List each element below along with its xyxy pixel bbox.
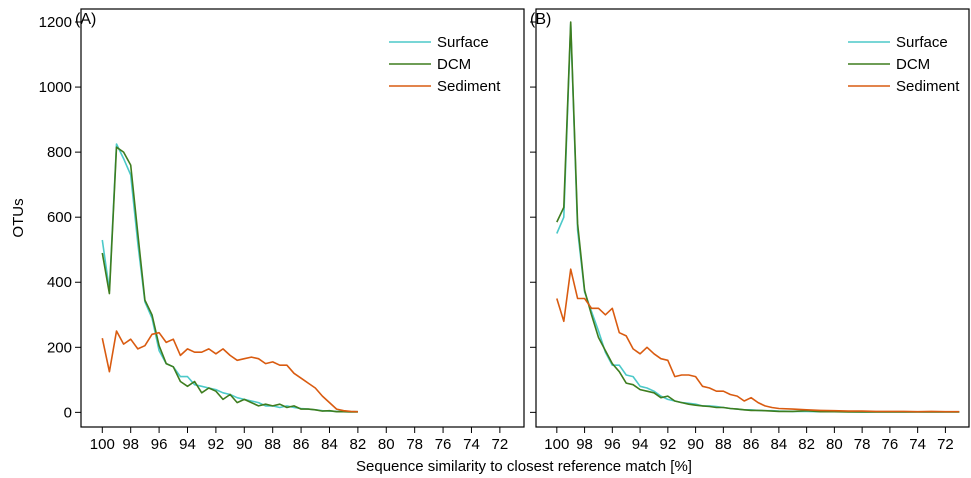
series-line-sediment-b [556,268,960,413]
y-tick-label: 600 [47,209,72,226]
x-tick-label-a: 82 [350,436,367,453]
plot-frame-b [535,8,970,428]
panel-label-a: (A) [75,11,96,28]
x-tick-label-a: 90 [236,436,253,453]
legend-label-dcm-b: DCM [896,56,930,73]
legend-a: Surface DCM Sediment [389,34,501,95]
panel-b: (B) 100 98 96 94 92 90 88 86 84 82 80 78 76 74 72 Surfac… [530,8,970,453]
legend-label-surface-a: Surface [437,34,489,51]
x-tick-label-b: 86 [743,436,760,453]
y-tick-label: 800 [47,144,72,161]
legend-label-dcm-a: DCM [437,56,471,73]
legend-b: Surface DCM Sediment [848,34,960,95]
x-tick-label-b: 96 [604,436,621,453]
x-tick-label-b: 88 [715,436,732,453]
legend-label-surface-b: Surface [896,34,948,51]
y-tick-label: 1200 [39,14,72,31]
x-tick-label-a: 74 [463,436,480,453]
x-tick-label-a: 100 [90,436,115,453]
x-tick-label-a: 76 [435,436,452,453]
x-tick-label-b: 76 [882,436,899,453]
series-line-dcm-a [101,146,358,413]
y-tick-label: 200 [47,339,72,356]
x-tick-label-a: 86 [293,436,310,453]
x-tick-label-b: 98 [576,436,593,453]
x-tick-label-b: 90 [687,436,704,453]
legend-label-sediment-b: Sediment [896,78,960,95]
x-tick-label-b: 100 [544,436,569,453]
x-tick-label-a: 98 [122,436,139,453]
x-tick-label-a: 96 [151,436,168,453]
x-tick-label-b: 84 [771,436,788,453]
x-tick-label-b: 80 [826,436,843,453]
legend-label-sediment-a: Sediment [437,78,501,95]
x-tick-label-a: 80 [378,436,395,453]
y-axis-title: OTUs [10,198,27,237]
plot-frame-a [80,8,525,428]
y-tick-label: 400 [47,274,72,291]
x-tick-label-a: 84 [321,436,338,453]
x-tick-label-a: 72 [492,436,509,453]
x-axis-title: Sequence similarity to closest reference… [356,458,692,475]
series-line-surface-a [101,143,358,413]
x-tick-label-a: 88 [264,436,281,453]
x-tick-label-a: 94 [179,436,196,453]
y-tick-label: 1000 [39,79,72,96]
panel-label-b: (B) [530,11,551,28]
x-tick-label-b: 82 [798,436,815,453]
x-tick-label-a: 78 [406,436,423,453]
x-tick-label-a: 92 [208,436,225,453]
x-tick-label-b: 78 [854,436,871,453]
x-tick-label-b: 92 [659,436,676,453]
x-tick-label-b: 74 [909,436,926,453]
panel-a: (A) 100 98 96 94 92 90 88 86 84 82 80 78 76 74 72 0 200 40… [39,8,525,453]
y-tick-label: 0 [64,404,72,421]
x-tick-label-b: 94 [632,436,649,453]
x-tick-label-b: 72 [937,436,954,453]
series-line-sediment-a [101,330,358,413]
series-line-dcm-b [556,21,960,413]
